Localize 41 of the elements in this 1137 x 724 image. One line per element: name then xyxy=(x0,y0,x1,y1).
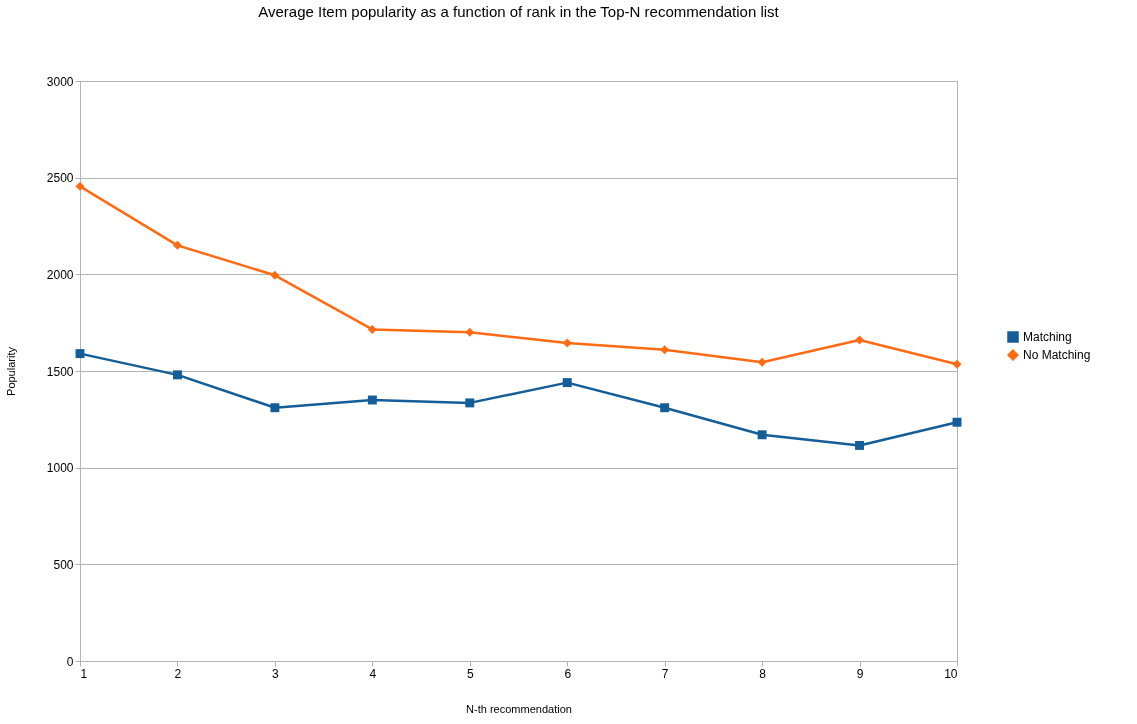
legend-label: No Matching xyxy=(1023,348,1091,362)
point xyxy=(75,349,85,359)
y-tick-label: 2000 xyxy=(46,267,74,282)
x-tick-label: 5 xyxy=(466,666,474,681)
y-tick-label: 500 xyxy=(53,557,74,572)
x-tick-label: 4 xyxy=(369,666,377,681)
point xyxy=(660,403,670,413)
y-tick-label: 1000 xyxy=(46,461,74,476)
point xyxy=(270,270,280,280)
point xyxy=(855,335,865,345)
x-tick-label: 1 xyxy=(80,666,88,681)
x-tick-label: 6 xyxy=(564,666,572,681)
x-tick-label: 9 xyxy=(856,666,864,681)
x-axis-title: N-th recommendation xyxy=(466,702,572,715)
point xyxy=(952,359,962,369)
point xyxy=(270,403,280,413)
x-tick-label: 2 xyxy=(174,666,182,681)
point xyxy=(562,378,572,388)
x-tick-label: 10 xyxy=(944,666,958,681)
point xyxy=(952,417,962,427)
y-tick-label: 1500 xyxy=(46,364,74,379)
x-tick-label: 3 xyxy=(272,666,280,681)
y-tick-label: 3000 xyxy=(46,74,74,89)
legend-label: Matching xyxy=(1023,330,1072,344)
point xyxy=(660,345,670,355)
point xyxy=(172,240,182,250)
point xyxy=(855,440,865,450)
x-tick-label: 8 xyxy=(759,666,767,681)
point xyxy=(367,324,377,334)
point xyxy=(757,430,767,440)
x-tick-label: 7 xyxy=(661,666,669,681)
point xyxy=(757,357,767,367)
y-axis-title: Popularity xyxy=(4,346,17,396)
point xyxy=(562,338,572,348)
point xyxy=(465,327,475,337)
y-tick-label: 0 xyxy=(66,654,74,669)
y-tick-label: 2500 xyxy=(46,171,74,186)
point xyxy=(172,370,182,380)
chart-title: Average Item popularity as a function of rank in the Top-N recommendation list xyxy=(258,3,780,20)
point xyxy=(465,398,475,408)
point xyxy=(367,395,377,405)
